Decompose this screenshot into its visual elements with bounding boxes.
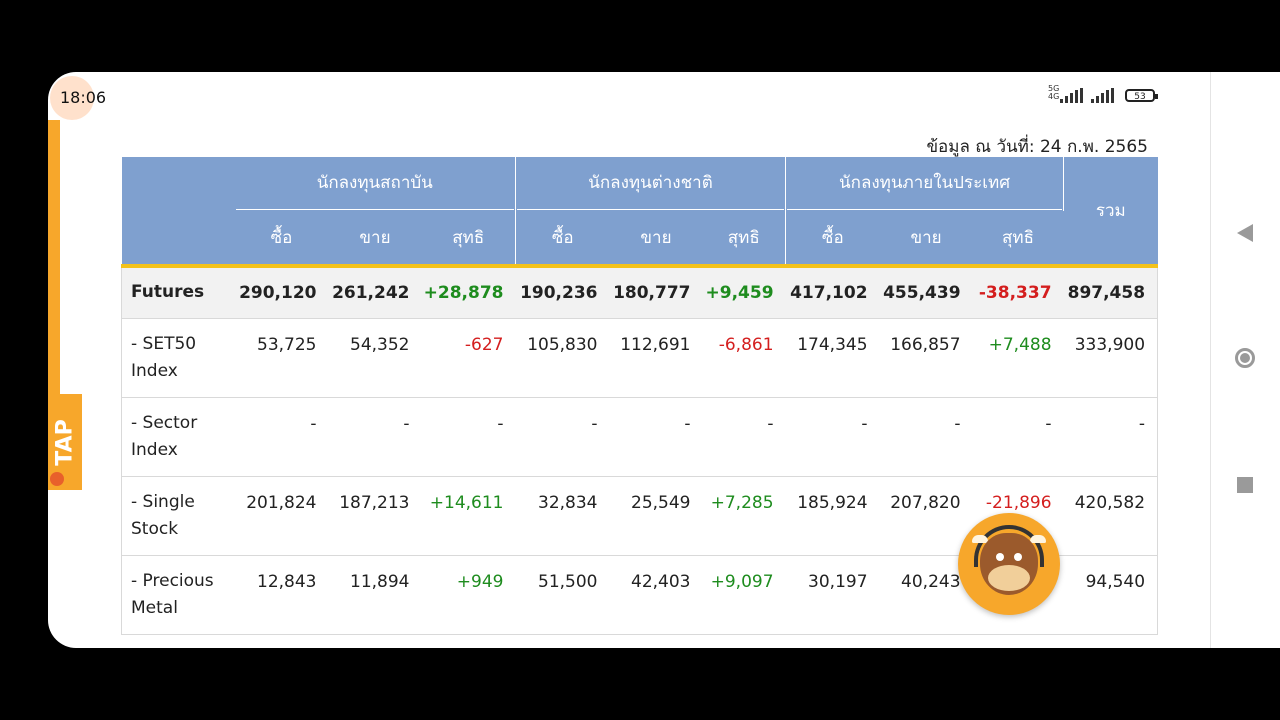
cell: +9,097 [702,555,786,635]
total-header: รวม [1063,157,1158,268]
table-row-sector: - Sector Index - - - - - - - - - - [121,397,1159,477]
cell: - [785,397,880,477]
cell: +9,459 [702,266,786,319]
side-tab-dot-icon [50,472,64,486]
cell: 420,582 [1063,476,1159,556]
cell: +7,488 [972,318,1064,398]
data-date: ข้อมูล ณ วันที่: 24 ก.พ. 2565 [926,137,1148,157]
cell: +949 [421,555,516,635]
cell: - [879,397,973,477]
cell: 51,500 [515,555,610,635]
cell: - [328,397,422,477]
cell: - [1063,397,1159,477]
cell: 187,213 [328,476,422,556]
subheader-buy: ซื้อ [785,211,880,268]
cell: -38,337 [972,266,1064,319]
table-row-precious-metal: - Precious Metal 12,843 11,894 +949 51,5… [121,555,1159,635]
cell: 12,843 [234,555,329,635]
table-row-set50: - SET50 Index 53,725 54,352 -627 105,830… [121,318,1159,398]
cell: - [515,397,610,477]
cell: 174,345 [785,318,880,398]
cell: +28,878 [421,266,516,319]
cell: 32,834 [515,476,610,556]
row-label: - Sector Index [121,397,235,477]
cell: 417,102 [785,266,880,319]
subheader-net: สุทธิ [702,211,787,268]
cell: 105,830 [515,318,610,398]
cell: 42,403 [609,555,703,635]
subheader-net: สุทธิ [421,211,516,268]
cell: +14,611 [421,476,516,556]
cell: 166,857 [879,318,973,398]
investor-trading-table: นักลงทุนสถาบัน นักลงทุนต่างชาติ นักลงทุน… [121,157,1159,635]
back-icon[interactable] [1237,224,1253,242]
table-row-single-stock: - Single Stock 201,824 187,213 +14,611 3… [121,476,1159,556]
status-bar: 18:06 5G 4G 53 [48,72,1212,120]
cell: 25,549 [609,476,703,556]
cell: - [972,397,1064,477]
side-tab-label: TAP [52,418,78,466]
row-label: - Single Stock [121,476,235,556]
cell: 201,824 [234,476,329,556]
row-label: - Precious Metal [121,555,235,635]
cell: 190,236 [515,266,610,319]
table-row-futures: Futures 290,120 261,242 +28,878 190,236 … [121,266,1159,319]
battery-icon: 53 [1125,89,1158,102]
network-type: 5G 4G [1048,84,1060,101]
cell: 54,352 [328,318,422,398]
cell: 455,439 [879,266,973,319]
signal-icon-1 [1060,88,1083,103]
subheader-sell: ขาย [609,211,703,268]
group-header-institutional: นักลงทุนสถาบัน [234,157,516,211]
cell: 897,458 [1063,266,1159,319]
home-icon[interactable] [1235,348,1255,368]
cell: - [609,397,703,477]
cell: 261,242 [328,266,422,319]
subheader-net: สุทธิ [972,211,1064,268]
cell: 11,894 [328,555,422,635]
cell: -627 [421,318,516,398]
cell: - [421,397,516,477]
cell: 290,120 [234,266,329,319]
group-header-domestic: นักลงทุนภายในประเทศ [785,157,1065,211]
recent-apps-icon[interactable] [1237,477,1253,493]
screen-record-indicator [50,76,94,120]
row-label: - SET50 Index [121,318,235,398]
subheader-sell: ขาย [328,211,422,268]
subheader-sell: ขาย [879,211,973,268]
cell: 185,924 [785,476,880,556]
cell: 30,197 [785,555,880,635]
cell: +7,285 [702,476,786,556]
subheader-buy: ซื้อ [515,211,610,268]
clock: 18:06 [60,88,107,107]
group-header-foreign: นักลงทุนต่างชาติ [514,157,787,211]
cell: 94,540 [1063,555,1159,635]
corner-header-lower [121,211,235,268]
chat-mascot-button[interactable] [958,513,1060,615]
signal-icon-2 [1091,88,1114,103]
navigation-bar [1210,72,1280,648]
cell: 207,820 [879,476,973,556]
row-label: Futures [121,266,235,319]
corner-header [121,157,235,211]
subheader-buy: ซื้อ [234,211,329,268]
cell: - [702,397,786,477]
cell: 180,777 [609,266,703,319]
phone-screen: 18:06 5G 4G 53 TAP ข้อมูล ณ วันที่: 24 ก… [48,72,1280,648]
cell: 40,243 [879,555,973,635]
side-tab-strip[interactable] [48,120,60,480]
cell: -6,861 [702,318,786,398]
cell: - [234,397,329,477]
cell: 333,900 [1063,318,1159,398]
cell: 53,725 [234,318,329,398]
cell: 112,691 [609,318,703,398]
